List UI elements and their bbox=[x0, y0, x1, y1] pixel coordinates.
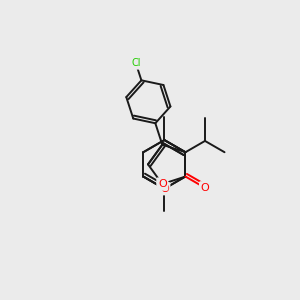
Text: O: O bbox=[201, 183, 209, 193]
Text: O: O bbox=[160, 184, 169, 194]
Text: Cl: Cl bbox=[131, 58, 141, 68]
Text: O: O bbox=[158, 179, 167, 189]
